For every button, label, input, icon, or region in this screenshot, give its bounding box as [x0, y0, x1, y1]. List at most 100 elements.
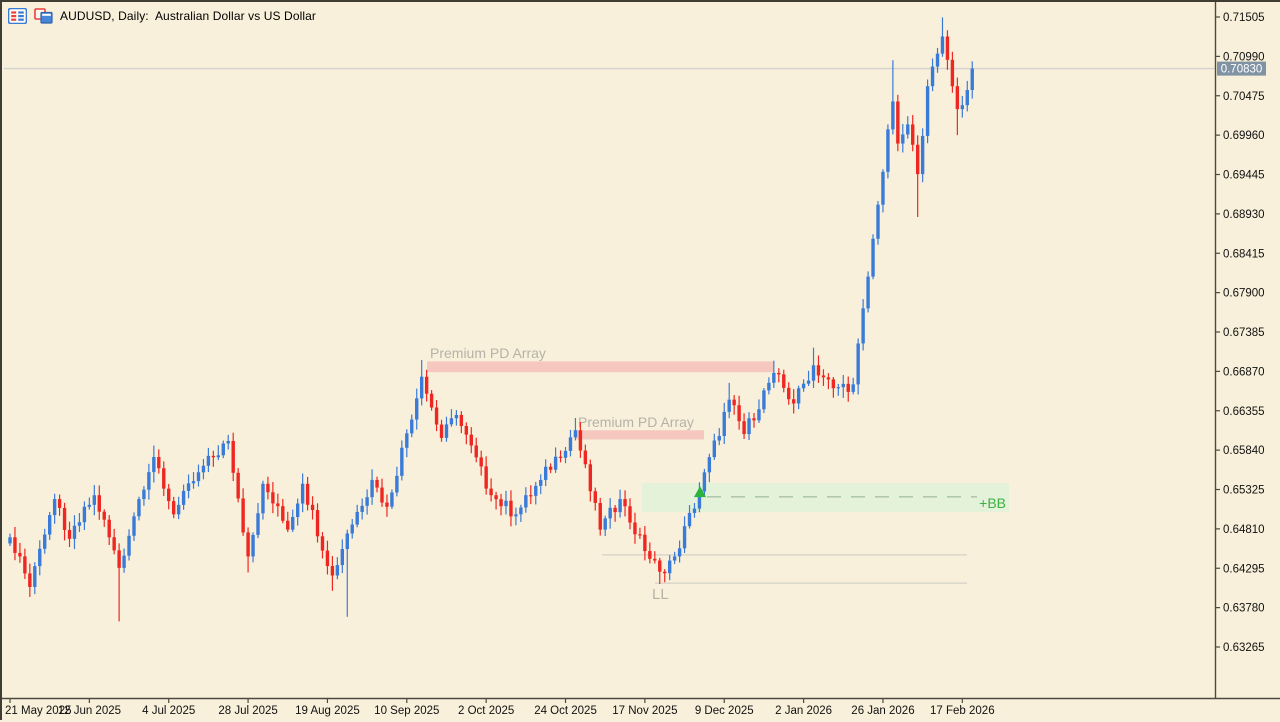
price-axis[interactable]: 0.71505 0.70990 0.70475 0.69960 0.69445 0.689… [1214, 2, 1265, 698]
candle [539, 474, 543, 495]
bb-zone [642, 483, 1009, 513]
new-chart-icon[interactable] [34, 8, 53, 24]
candle [598, 497, 602, 536]
candle [653, 551, 657, 564]
candle [762, 387, 766, 414]
candle [906, 116, 910, 139]
candle [811, 347, 816, 388]
candle [623, 490, 627, 517]
candle [752, 412, 756, 428]
price-tick-label: 0.63265 [1223, 642, 1265, 654]
premium-pd-array-zone: Premium PD Array [575, 414, 704, 440]
candle [102, 509, 106, 527]
candle [682, 516, 687, 553]
candle [295, 498, 300, 526]
price-tick-label: 0.65840 [1223, 445, 1265, 457]
candle [633, 512, 637, 544]
candle [474, 437, 478, 463]
candle [345, 529, 349, 617]
candle [405, 429, 409, 458]
candle [514, 507, 518, 526]
candle [137, 496, 141, 521]
candle [400, 440, 404, 481]
candle [548, 463, 553, 474]
candle [568, 429, 573, 457]
candle [702, 468, 707, 496]
candle [33, 562, 37, 595]
candle [782, 369, 786, 393]
candle [667, 555, 672, 581]
candle [236, 468, 240, 503]
candle [8, 533, 12, 546]
candle [77, 513, 82, 532]
candle [92, 485, 97, 516]
price-tick-label: 0.67900 [1223, 288, 1265, 300]
candle [266, 476, 270, 500]
candle [147, 463, 151, 500]
date-tick-label: 17 Nov 2025 [612, 705, 677, 717]
candle [52, 493, 57, 524]
candle [13, 526, 17, 561]
candle [692, 503, 697, 518]
candle [965, 80, 969, 112]
candle [167, 483, 171, 510]
candle [484, 456, 488, 495]
candle [628, 498, 632, 530]
candle [305, 476, 310, 511]
candle [479, 450, 483, 476]
candle [950, 51, 955, 93]
candle [955, 77, 960, 136]
candle [613, 505, 617, 522]
candle [142, 486, 146, 506]
candle [509, 490, 513, 527]
candle [583, 444, 588, 469]
candle [603, 515, 607, 537]
candle [588, 459, 593, 502]
price-tick-label: 0.69445 [1223, 170, 1265, 182]
premium-pd-array-label: Premium PD Array [430, 345, 546, 361]
candle [851, 377, 855, 395]
candle [181, 484, 186, 510]
market-watch-icon[interactable] [7, 7, 28, 25]
candle [429, 390, 434, 411]
candle [286, 511, 290, 533]
candle [365, 489, 369, 515]
candle [663, 569, 667, 583]
candle [18, 542, 22, 563]
date-tick-label: 21 May 2025 [5, 705, 72, 717]
candle [231, 432, 235, 482]
candle [157, 449, 161, 474]
candle [648, 542, 652, 564]
candle [330, 556, 335, 591]
date-tick-label: 12 Jun 2025 [58, 705, 121, 717]
candle [47, 511, 52, 540]
buy-signal-marker [694, 486, 706, 498]
date-tick-label: 10 Sep 2025 [374, 705, 439, 717]
candle [747, 412, 751, 440]
candle [340, 539, 345, 574]
candle [415, 388, 419, 430]
candle [896, 94, 900, 152]
price-tick-label: 0.64810 [1223, 524, 1265, 536]
candle [271, 482, 275, 514]
candle [424, 369, 429, 402]
candle [861, 299, 865, 351]
candle [370, 469, 374, 505]
candle [767, 377, 771, 395]
candles [8, 17, 974, 622]
chart-header: AUDUSD, Daily: Australian Dollar vs US D… [7, 7, 316, 25]
candle [419, 359, 424, 406]
candle [226, 434, 230, 450]
candle [385, 494, 389, 517]
candle [732, 395, 736, 415]
candle [395, 466, 399, 497]
candle [578, 422, 583, 458]
candle [241, 488, 245, 536]
candle [787, 382, 791, 405]
candle [439, 419, 444, 442]
date-tick-label: 28 Jul 2025 [218, 705, 277, 717]
candle [127, 529, 131, 561]
candle [355, 504, 359, 528]
